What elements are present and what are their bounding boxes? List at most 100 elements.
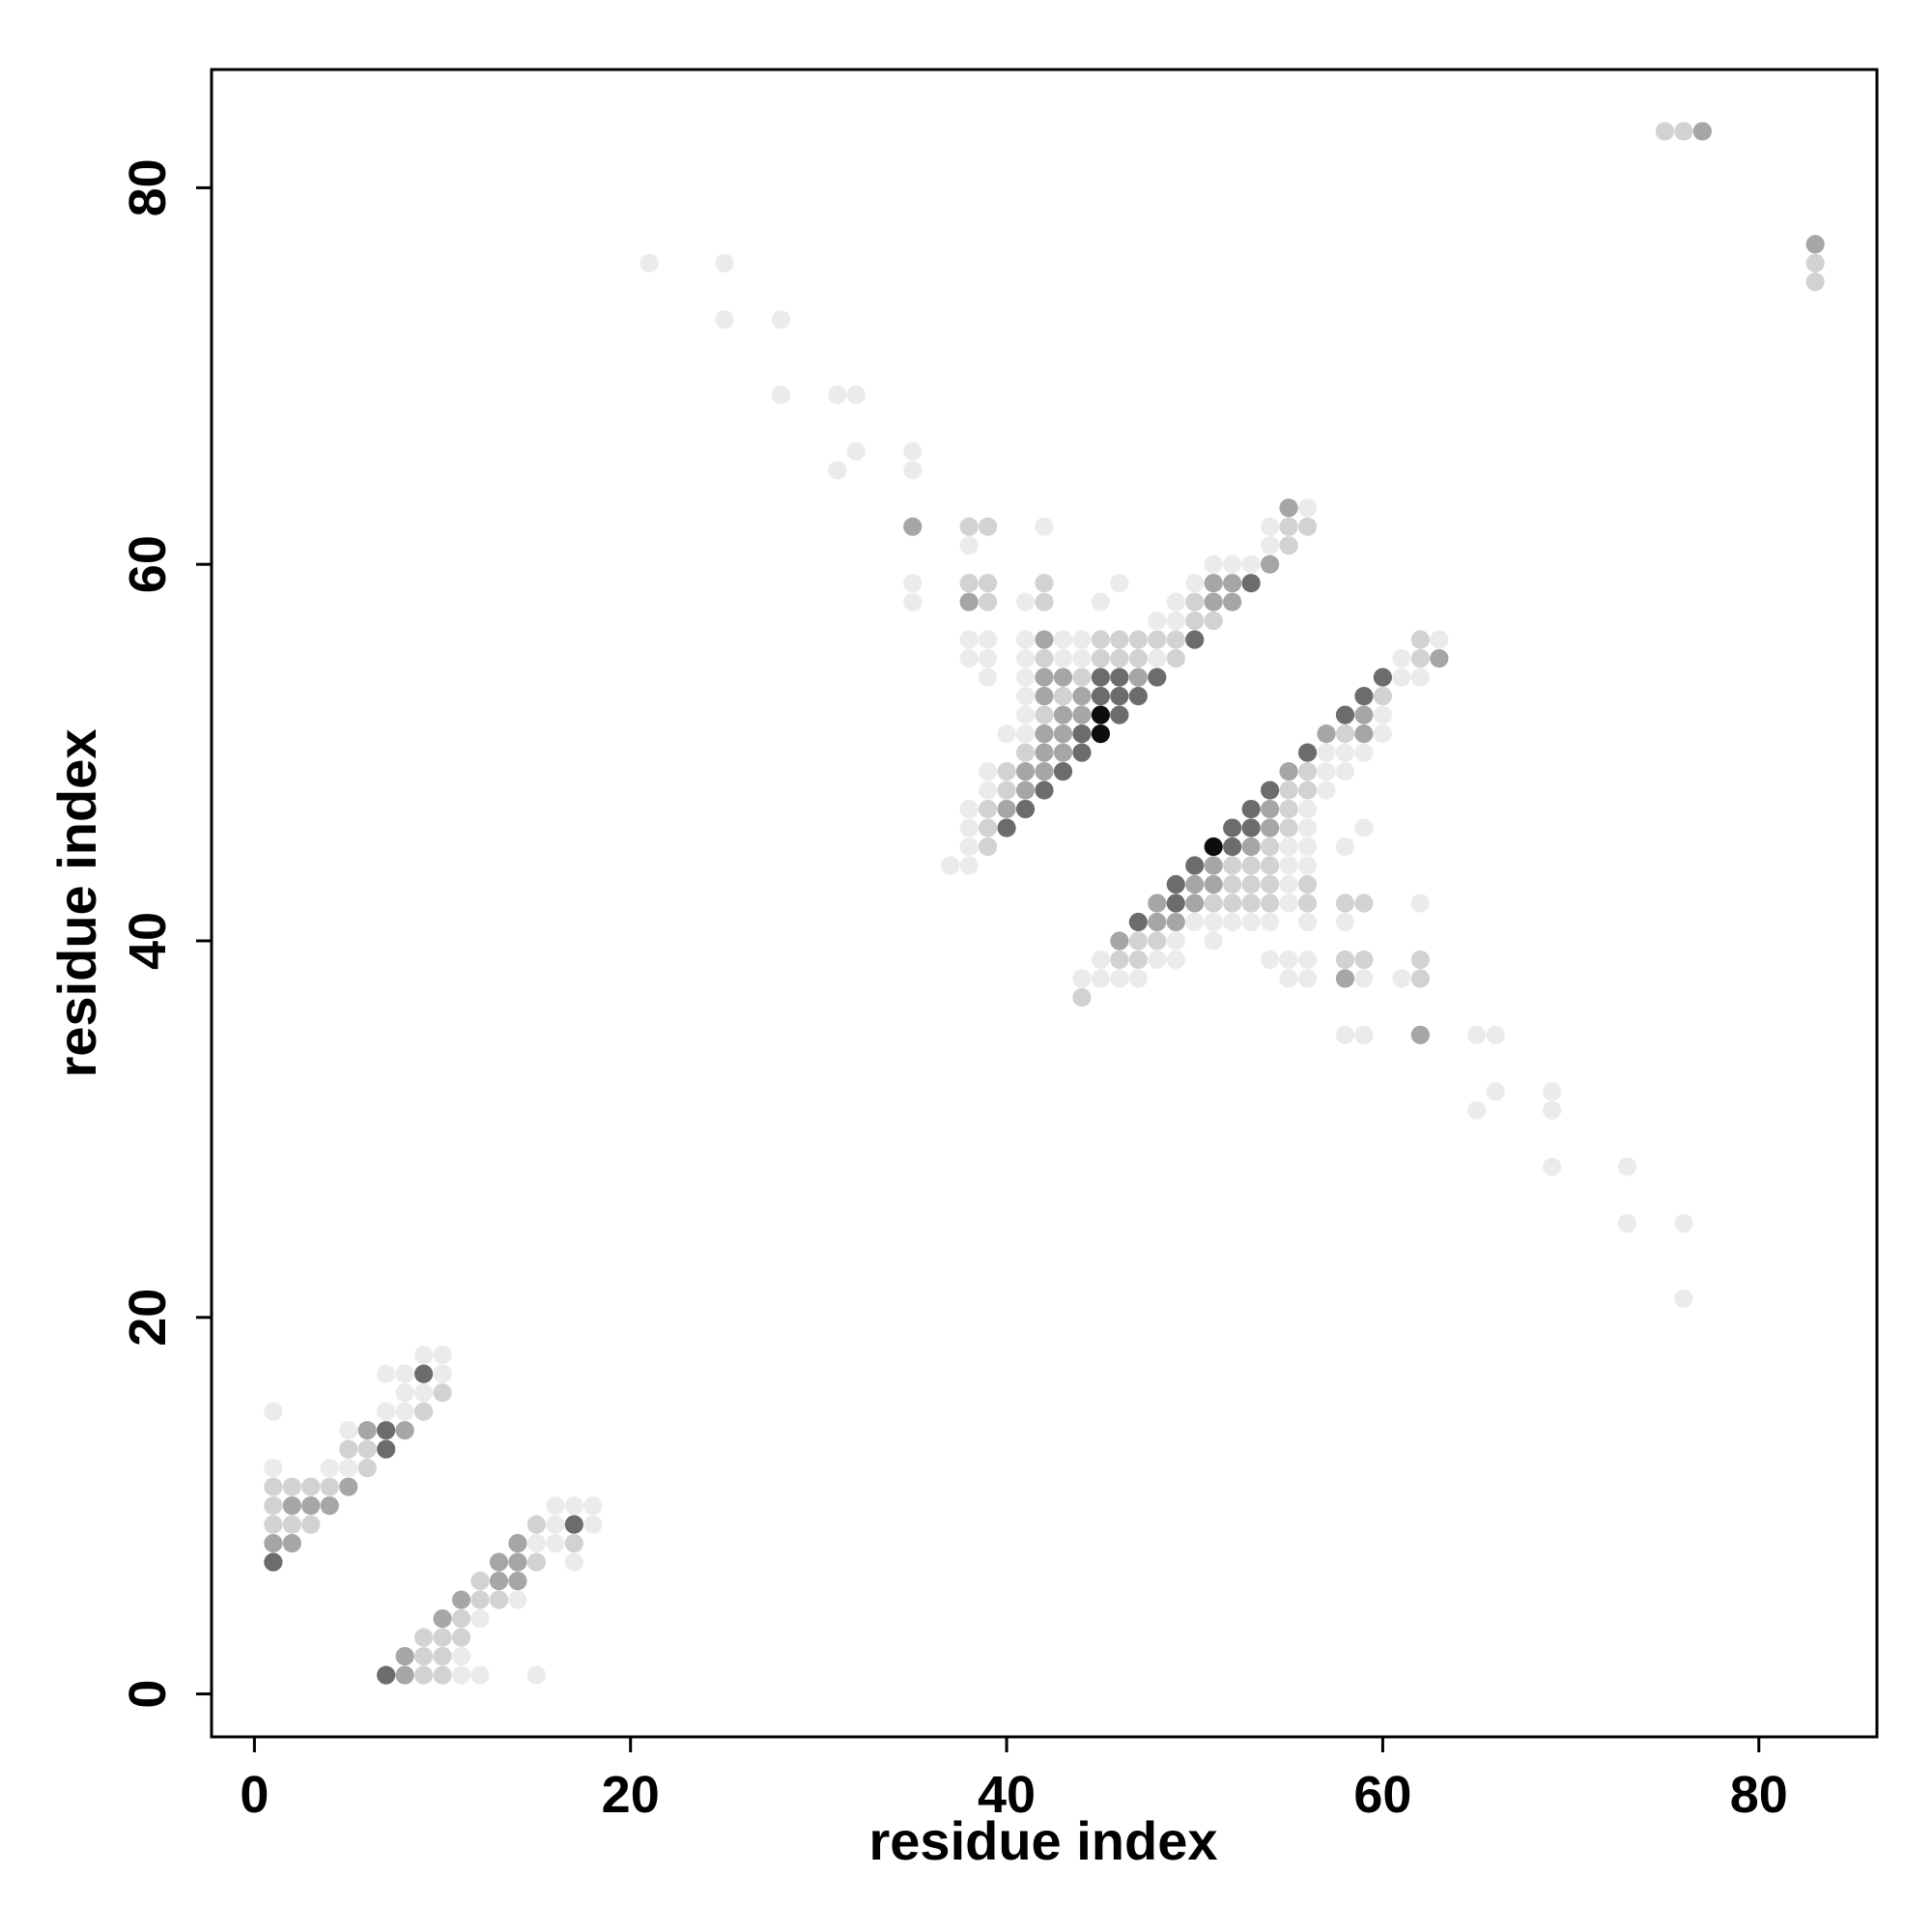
point — [1015, 592, 1036, 611]
point — [1053, 761, 1073, 781]
point — [1015, 743, 1036, 762]
y-tick-label: 60 — [119, 535, 177, 593]
point — [1035, 668, 1054, 687]
point — [1148, 950, 1167, 970]
point — [1261, 856, 1280, 875]
point — [1185, 611, 1205, 631]
point — [1241, 818, 1261, 838]
point — [564, 1515, 583, 1534]
point — [433, 1609, 452, 1629]
point — [1410, 1025, 1430, 1045]
point — [1805, 235, 1825, 254]
point — [1091, 630, 1111, 649]
point — [377, 1364, 396, 1383]
point — [1354, 969, 1374, 988]
point — [978, 630, 998, 649]
point — [1354, 705, 1374, 724]
point — [1015, 761, 1036, 781]
point — [1279, 894, 1298, 913]
point — [1110, 950, 1129, 970]
point — [1035, 649, 1054, 668]
point — [978, 592, 998, 611]
point — [1335, 950, 1355, 970]
point — [1297, 874, 1318, 895]
point — [1410, 649, 1430, 668]
point — [1297, 781, 1318, 800]
point — [546, 1496, 565, 1516]
point — [1279, 799, 1298, 819]
point — [1091, 705, 1111, 724]
point — [1223, 592, 1242, 611]
point — [413, 1383, 434, 1403]
point — [959, 837, 979, 857]
point — [1035, 781, 1054, 800]
point — [1035, 743, 1054, 762]
point — [1261, 874, 1280, 895]
point — [903, 592, 923, 611]
point — [1223, 837, 1242, 857]
point — [771, 310, 791, 329]
point — [1373, 705, 1393, 724]
point — [413, 1646, 434, 1666]
point — [433, 1665, 452, 1685]
point — [1261, 554, 1280, 574]
point — [1241, 837, 1261, 857]
point — [978, 781, 998, 800]
point — [1110, 931, 1129, 951]
point — [1148, 931, 1167, 951]
point — [470, 1665, 490, 1685]
point — [1335, 969, 1355, 988]
point — [1655, 122, 1675, 141]
point — [1674, 1213, 1693, 1233]
point — [1148, 630, 1167, 649]
point — [1279, 950, 1298, 970]
point — [489, 1552, 509, 1572]
point — [1204, 592, 1223, 611]
point — [1261, 912, 1280, 932]
point — [564, 1534, 583, 1553]
point — [583, 1496, 603, 1516]
point — [1110, 630, 1129, 649]
point — [1128, 649, 1148, 668]
point — [1279, 856, 1298, 875]
point — [357, 1459, 377, 1478]
point — [508, 1534, 527, 1553]
point — [1261, 536, 1280, 555]
point — [1805, 272, 1825, 292]
point — [978, 761, 998, 781]
point — [1297, 837, 1318, 857]
point — [320, 1477, 339, 1496]
point — [413, 1665, 434, 1685]
point — [1204, 574, 1223, 593]
point — [997, 724, 1016, 744]
point — [1486, 1082, 1505, 1101]
point — [1053, 668, 1073, 687]
point — [1072, 630, 1092, 649]
point — [1166, 931, 1185, 951]
point — [395, 1364, 414, 1383]
point — [1297, 818, 1318, 838]
point — [1486, 1025, 1505, 1045]
point — [1015, 630, 1036, 649]
point — [451, 1628, 471, 1647]
point — [1035, 630, 1054, 649]
point — [997, 761, 1016, 781]
point — [1091, 592, 1111, 611]
point — [1053, 705, 1073, 724]
point — [1335, 912, 1355, 932]
point — [846, 385, 866, 405]
point — [1166, 649, 1185, 668]
point — [1204, 894, 1223, 913]
point — [1297, 912, 1318, 932]
point — [1317, 743, 1336, 762]
point — [1297, 950, 1318, 970]
point — [1128, 630, 1148, 649]
point — [1297, 498, 1318, 518]
point — [264, 1477, 283, 1496]
point — [1335, 1025, 1355, 1045]
point — [282, 1515, 301, 1534]
point — [1072, 724, 1092, 744]
point — [1392, 969, 1411, 988]
point — [583, 1515, 603, 1534]
